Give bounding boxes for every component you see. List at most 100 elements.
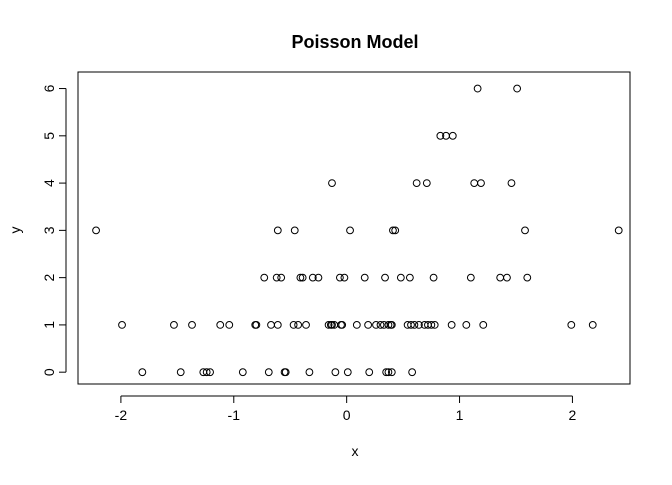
data-point bbox=[477, 179, 485, 187]
data-point bbox=[614, 226, 623, 235]
data-point bbox=[252, 321, 261, 329]
data-point bbox=[176, 368, 185, 377]
data-point bbox=[436, 131, 445, 140]
data-point bbox=[396, 273, 405, 282]
data-point bbox=[305, 368, 314, 377]
y-tick-label: 3 bbox=[41, 226, 57, 234]
data-point bbox=[294, 321, 303, 329]
data-point bbox=[448, 131, 457, 140]
data-point bbox=[340, 273, 349, 282]
data-point bbox=[272, 273, 281, 282]
data-point bbox=[170, 321, 178, 329]
data-point bbox=[296, 273, 305, 282]
data-point bbox=[427, 321, 436, 329]
data-points bbox=[92, 84, 623, 377]
data-point bbox=[216, 321, 225, 329]
data-point bbox=[290, 226, 299, 235]
data-point bbox=[422, 179, 431, 187]
data-point bbox=[314, 273, 323, 282]
data-point bbox=[138, 368, 147, 377]
data-point bbox=[302, 321, 310, 329]
data-point bbox=[264, 368, 273, 377]
y-tick-label: 2 bbox=[41, 274, 57, 282]
data-point bbox=[289, 321, 298, 329]
x-axis-label: x bbox=[352, 443, 359, 459]
data-point bbox=[328, 321, 336, 329]
data-point bbox=[387, 321, 396, 329]
data-point bbox=[352, 321, 361, 329]
data-point bbox=[412, 179, 421, 187]
data-point bbox=[429, 273, 438, 282]
data-point bbox=[273, 226, 282, 235]
data-point bbox=[462, 321, 471, 329]
data-point bbox=[381, 273, 389, 282]
y-tick-label: 4 bbox=[41, 179, 57, 187]
data-point bbox=[335, 273, 344, 282]
data-point bbox=[324, 321, 333, 329]
data-point bbox=[473, 84, 482, 93]
data-point bbox=[92, 226, 100, 235]
x-tick-label: -1 bbox=[228, 407, 241, 423]
data-point bbox=[521, 226, 529, 235]
data-point bbox=[273, 321, 282, 329]
y-tick-label: 0 bbox=[41, 368, 57, 376]
data-point bbox=[118, 321, 126, 329]
data-point bbox=[384, 321, 393, 329]
data-point bbox=[202, 368, 211, 377]
data-point bbox=[513, 84, 522, 93]
data-point bbox=[360, 273, 369, 282]
x-tick-label: 1 bbox=[456, 407, 464, 423]
x-axis: -2 -1 0 1 2 bbox=[115, 395, 577, 423]
data-point bbox=[382, 368, 391, 377]
data-point bbox=[503, 273, 511, 282]
y-axis: 0 1 2 3 4 5 6 bbox=[41, 84, 67, 376]
data-point bbox=[343, 368, 352, 377]
x-tick-label: 2 bbox=[569, 407, 577, 423]
data-point bbox=[389, 226, 397, 235]
data-point bbox=[479, 321, 488, 329]
data-point bbox=[338, 321, 347, 329]
data-point bbox=[331, 368, 340, 377]
data-point bbox=[260, 273, 269, 282]
data-point bbox=[225, 321, 234, 329]
data-point bbox=[430, 321, 439, 329]
data-point bbox=[588, 321, 597, 329]
x-tick-label: -2 bbox=[115, 407, 128, 423]
data-point bbox=[415, 321, 423, 329]
y-axis-label: y bbox=[7, 227, 23, 234]
data-point bbox=[364, 321, 373, 329]
data-point bbox=[507, 179, 516, 187]
y-tick-label: 5 bbox=[41, 132, 57, 140]
data-point bbox=[410, 321, 419, 329]
data-point bbox=[365, 368, 374, 377]
data-point bbox=[405, 273, 414, 282]
data-point bbox=[346, 226, 354, 235]
x-tick-label: 0 bbox=[343, 407, 351, 423]
y-tick-label: 6 bbox=[41, 84, 57, 92]
data-point bbox=[206, 368, 214, 377]
data-point bbox=[328, 179, 336, 187]
data-point bbox=[277, 273, 286, 282]
data-point bbox=[376, 321, 385, 329]
data-point bbox=[238, 368, 247, 377]
data-point bbox=[188, 321, 196, 329]
data-point bbox=[407, 321, 415, 329]
data-point bbox=[567, 321, 576, 329]
data-point bbox=[308, 273, 317, 282]
data-point bbox=[523, 273, 532, 282]
data-point bbox=[298, 273, 307, 282]
data-point bbox=[384, 368, 393, 377]
data-point bbox=[408, 368, 417, 377]
chart-title: Poisson Model bbox=[291, 32, 418, 52]
data-point bbox=[466, 273, 475, 282]
data-point bbox=[281, 368, 290, 377]
data-point bbox=[387, 368, 396, 377]
plot-frame bbox=[77, 71, 631, 385]
y-tick-label: 1 bbox=[41, 321, 57, 329]
data-point bbox=[391, 226, 400, 235]
data-point bbox=[372, 321, 380, 329]
data-point bbox=[447, 321, 456, 329]
